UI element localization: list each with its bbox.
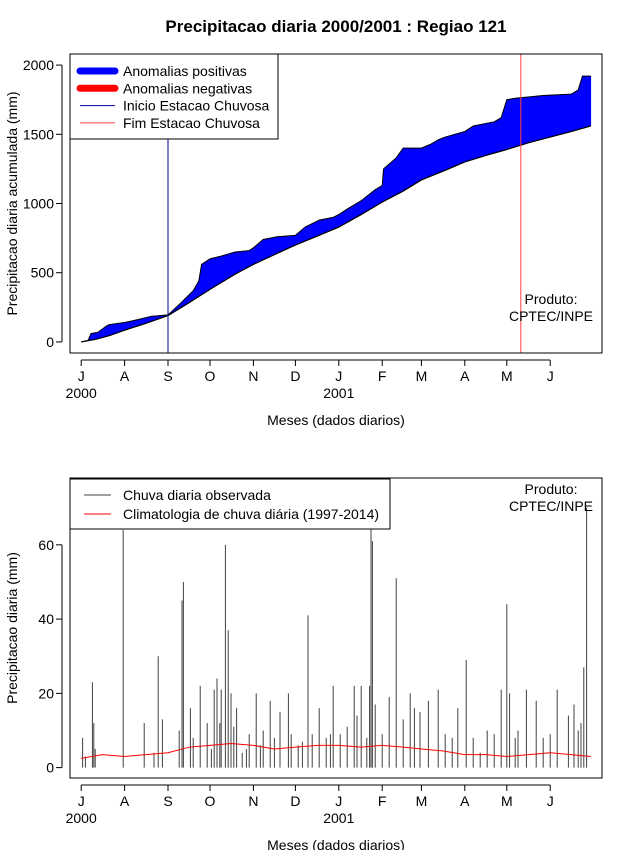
p1-month-label: M	[501, 368, 513, 384]
p2-legend-label: Climatologia de chuva diária (1997-2014)	[123, 506, 379, 522]
p1-legend-label: Anomalias positivas	[123, 63, 247, 79]
p1-y-axis-title: Precipitacao diaria acumulada (mm)	[4, 91, 20, 315]
p2-month-label: M	[416, 793, 428, 809]
p2-y-tick-label: 0	[46, 760, 54, 776]
p1-x-axis-title: Meses (dados diarios)	[267, 412, 405, 428]
p1-month-label: A	[120, 368, 130, 384]
p2-month-label: A	[460, 793, 470, 809]
p2-month-label: D	[290, 793, 300, 809]
p2-legend-label: Chuva diaria observada	[123, 487, 271, 503]
p1-legend-label: Inicio Estacao Chuvosa	[123, 98, 270, 114]
p1-year-label: 2001	[323, 385, 354, 401]
p2-month-label: O	[205, 793, 216, 809]
p2-year-label: 2000	[66, 810, 97, 826]
p1-y-tick-label: 1500	[23, 126, 54, 142]
p2-x-axis-title: Meses (dados diarios)	[267, 837, 405, 850]
p2-month-label: F	[378, 793, 387, 809]
p1-month-label: A	[460, 368, 470, 384]
p2-y-tick-label: 40	[38, 611, 54, 627]
climatology-daily-line	[81, 743, 591, 758]
p1-y-tick-label: 500	[31, 265, 55, 281]
p1-y-tick-label: 1000	[23, 196, 54, 212]
p2-annotation: CPTEC/INPE	[509, 498, 593, 514]
p1-month-label: N	[248, 368, 258, 384]
p1-month-label: J	[547, 368, 554, 384]
p2-year-label: 2001	[323, 810, 354, 826]
p1-month-label: O	[205, 368, 216, 384]
p1-legend-label: Anomalias negativas	[123, 80, 252, 96]
p2-month-label: S	[163, 793, 172, 809]
p1-year-label: 2000	[66, 385, 97, 401]
p2-month-label: J	[547, 793, 554, 809]
p2-month-label: J	[335, 793, 342, 809]
p1-annotation: Produto:	[525, 291, 578, 307]
p2-month-label: M	[501, 793, 513, 809]
p2-month-label: N	[248, 793, 258, 809]
p1-legend-label: Fim Estacao Chuvosa	[123, 115, 260, 131]
p1-month-label: M	[416, 368, 428, 384]
p1-month-label: J	[335, 368, 342, 384]
p1-month-label: J	[78, 368, 85, 384]
p1-annotation: CPTEC/INPE	[509, 308, 593, 324]
p2-month-label: A	[120, 793, 130, 809]
chart-title: Precipitacao diaria 2000/2001 : Regiao 1…	[165, 17, 506, 36]
p1-y-tick-label: 2000	[23, 57, 54, 73]
p1-month-label: D	[290, 368, 300, 384]
p1-month-label: F	[378, 368, 387, 384]
p2-y-tick-label: 20	[38, 685, 54, 701]
p1-y-tick-label: 0	[46, 334, 54, 350]
p2-annotation: Produto:	[525, 481, 578, 497]
p2-y-axis-title: Precipitacao diaria (mm)	[4, 552, 20, 704]
p1-month-label: S	[163, 368, 172, 384]
p2-month-label: J	[78, 793, 85, 809]
p2-legend: Chuva diaria observada Climatologia de ch…	[70, 479, 390, 529]
p2-y-tick-label: 60	[38, 537, 54, 553]
